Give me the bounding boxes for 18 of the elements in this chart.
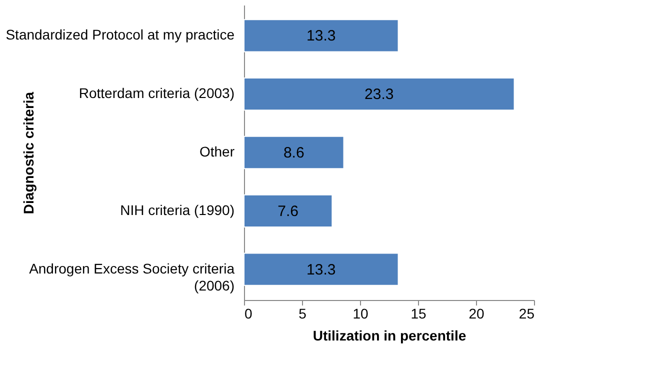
- y-tick-label: Androgen Excess Society criteria (2006): [29, 260, 235, 294]
- data-label: 13.3: [306, 28, 336, 45]
- x-tick-label: 0: [244, 306, 252, 322]
- data-label: 23.3: [364, 86, 394, 104]
- data-label: 13.3: [306, 261, 336, 278]
- x-tick-label: 5: [298, 306, 307, 322]
- x-tick-label: 25: [518, 306, 535, 322]
- x-tick-label: 20: [468, 306, 484, 322]
- data-label: 7.6: [278, 202, 299, 220]
- x-tick-label: 15: [410, 306, 426, 322]
- y-axis-title: Diagnostic criteria: [20, 92, 36, 214]
- x-tick-label: 10: [352, 306, 368, 322]
- y-tick-label: Other: [199, 144, 235, 160]
- y-tick-label: Rotterdam criteria (2003): [78, 85, 234, 102]
- x-axis-title: Utilization in percentile: [312, 328, 466, 344]
- data-label: 8.6: [283, 144, 304, 162]
- y-tick-label: Standardized Protocol at my practice: [6, 26, 235, 43]
- y-tick-label: NIH criteria (1990): [120, 202, 234, 218]
